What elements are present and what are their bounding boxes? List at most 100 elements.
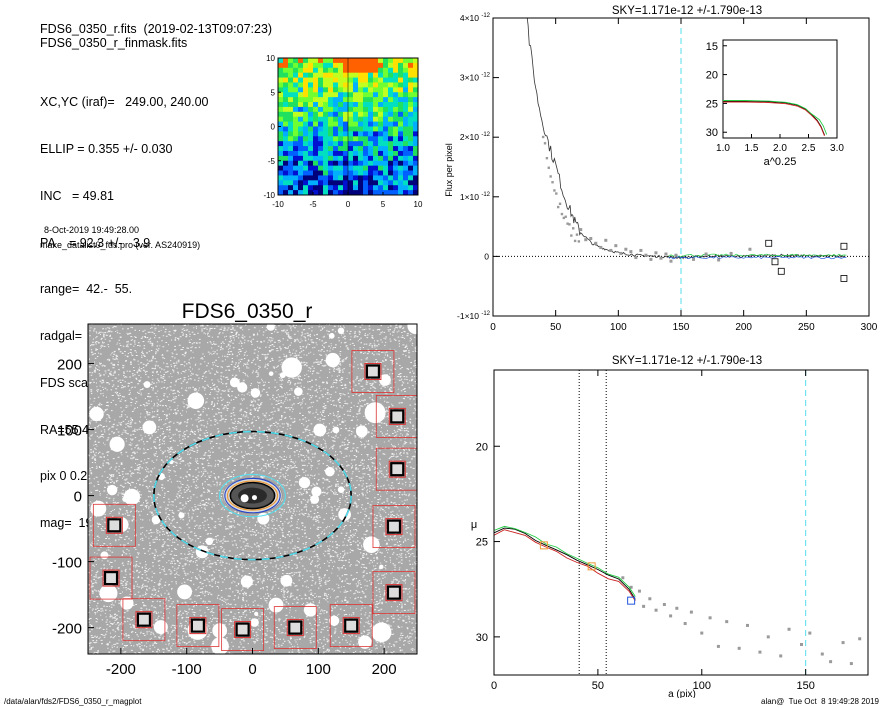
heatmap-cell <box>363 141 369 147</box>
heatmap-cell <box>403 175 409 181</box>
heatmap-cell <box>288 165 294 171</box>
heatmap-cell <box>338 155 344 162</box>
heatmap-cell <box>398 92 404 98</box>
heatmap-cell <box>328 72 334 78</box>
flux-scatter-point <box>570 234 573 237</box>
heatmap-cell <box>398 185 404 191</box>
heatmap-cell <box>403 58 409 64</box>
heatmap-cell <box>308 185 314 191</box>
heatmap-cell <box>323 175 329 181</box>
heatmap-cell <box>338 141 344 147</box>
heatmap-cell <box>393 141 399 147</box>
image-mask-blob <box>229 377 240 388</box>
mask-outer-box <box>273 606 317 650</box>
heatmap-cell <box>283 150 289 157</box>
heatmap-cell <box>358 102 364 108</box>
heatmap-cell <box>313 160 319 167</box>
heatmap-cell <box>358 185 364 191</box>
heatmap-cell <box>388 116 394 123</box>
mu-scatter-point <box>675 606 679 610</box>
heatmap-cell <box>358 150 364 157</box>
heatmap-cell <box>288 126 294 132</box>
inset-ytick-label: 30 <box>706 127 718 139</box>
heatmap-cell <box>363 58 369 64</box>
mu-ytick-label: 20 <box>476 441 488 453</box>
mask-outer-box <box>372 505 416 549</box>
image-chart: FDS6_0350_r -200 -100 0 100 200 200 100 0 -100 -2… <box>52 300 418 678</box>
heatmap-cell <box>333 190 339 196</box>
flux-scatter-point <box>577 240 581 243</box>
image-mask-blob <box>311 486 322 497</box>
heatmap-cell <box>328 180 334 186</box>
heatmap-cell <box>283 106 289 113</box>
heatmap-cell <box>278 146 284 152</box>
heatmap-cell <box>378 146 384 152</box>
heatmap-cell <box>318 62 324 69</box>
mu-scatter-point <box>629 585 633 589</box>
heatmap-cell <box>343 131 349 137</box>
image-mask-blob <box>364 402 386 424</box>
heatmap-cell <box>378 82 384 88</box>
heatmap-cell <box>283 131 289 137</box>
heatmap-cell <box>318 180 324 186</box>
heatmap-cell <box>393 185 399 191</box>
heatmap-cell <box>283 87 289 93</box>
heatmap-cell <box>308 121 314 127</box>
heatmap-cell <box>373 116 379 123</box>
heatmap-cell <box>328 92 334 98</box>
heatmap-cell <box>278 131 284 137</box>
heatmap-cell <box>313 92 319 98</box>
heatmap-cell <box>313 165 319 171</box>
heatmap-cell <box>353 150 359 157</box>
flux-ytick-exponent: -12 <box>481 311 490 317</box>
mu-scatter-point <box>708 616 712 620</box>
heatmap-cell <box>383 131 389 137</box>
image-mask-blob <box>109 436 125 452</box>
heatmap-cell <box>338 67 344 74</box>
heatmap-cell <box>318 150 324 157</box>
flux-ytick-label: 2×10 <box>460 132 479 142</box>
heatmap-cell <box>348 121 354 127</box>
heatmap-cell <box>343 102 349 108</box>
heatmap-cell <box>408 62 414 69</box>
heatmap-cell <box>303 160 309 167</box>
heatmap-cell <box>413 146 419 152</box>
heatmap-cell <box>318 146 324 152</box>
mu-scatter-point <box>820 652 824 656</box>
heatmap-cell <box>398 111 404 118</box>
heatmap-cell <box>278 165 284 171</box>
heatmap-cell <box>348 170 354 176</box>
heatmap-cell <box>413 92 419 98</box>
flux-scatter-point <box>543 142 547 145</box>
heatmap-cell <box>288 82 294 88</box>
heatmap-cell <box>403 106 409 113</box>
heatmap-cell <box>348 185 354 191</box>
heatmap-cell <box>313 141 319 147</box>
mu-scatter-point <box>689 610 693 614</box>
heatmap-ytick-label: -10 <box>263 191 275 200</box>
heatmap-cell <box>363 146 369 152</box>
mu-profile-line <box>494 527 636 600</box>
heatmap-cell <box>398 175 404 181</box>
heatmap-cell <box>348 160 354 167</box>
heatmap-cell <box>278 111 284 118</box>
heatmap-cell <box>353 121 359 127</box>
heatmap-cell <box>348 150 354 157</box>
heatmap-cell <box>323 180 329 186</box>
heatmap-cell <box>348 155 354 162</box>
heatmap-cell <box>303 82 309 88</box>
heatmap-cell <box>348 87 354 93</box>
heatmap-cell <box>313 111 319 118</box>
heatmap-cell <box>373 131 379 137</box>
heatmap-cell <box>278 126 284 132</box>
heatmap-cell <box>383 102 389 108</box>
flux-outlier-box <box>840 275 848 282</box>
heatmap-cell <box>298 111 304 118</box>
heatmap-cell <box>303 97 309 103</box>
heatmap-cell <box>393 136 399 142</box>
flux-scatter-point <box>566 222 569 225</box>
heatmap-cell <box>403 170 409 176</box>
heatmap-cell <box>343 121 349 127</box>
heatmap-cell <box>388 175 394 181</box>
radgal-ellipse-dash <box>153 430 352 561</box>
